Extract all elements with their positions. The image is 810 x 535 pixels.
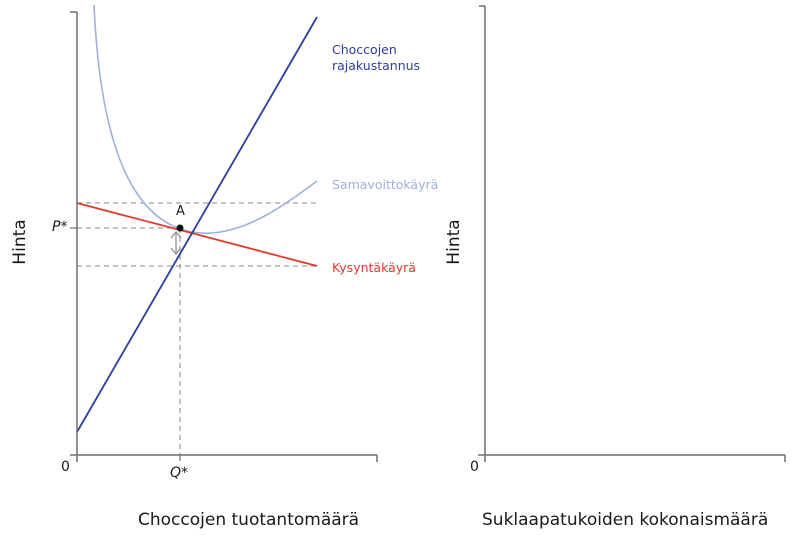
gap-double-arrow-icon <box>170 230 182 256</box>
q-star-label: Q* <box>170 465 189 481</box>
marginal-cost-label-line1: Choccojen <box>332 42 397 57</box>
right-origin-label: 0 <box>470 459 479 475</box>
isoprofit-curve <box>93 4 318 235</box>
demand-curve <box>76 202 318 267</box>
left-x-axis-title: Choccojen tuotantomäärä <box>138 510 360 530</box>
left-origin-label: 0 <box>61 459 70 475</box>
marginal-cost-curve <box>76 16 318 433</box>
marginal-cost-label-line2: rajakustannus <box>332 58 421 73</box>
left-chart <box>70 4 378 462</box>
isoprofit-label: Samavoittokäyrä <box>332 177 439 192</box>
left-y-axis-title: Hinta <box>10 219 30 265</box>
point-a-label: A <box>176 204 185 219</box>
demand-label: Kysyntäkäyrä <box>332 260 416 275</box>
right-x-axis-title: Suklaapatukoiden kokonaismäärä <box>482 510 769 530</box>
right-chart <box>478 5 786 462</box>
p-star-label: P* <box>52 219 68 235</box>
marginal-cost-label: Choccojen rajakustannus <box>332 42 420 74</box>
point-a-marker <box>176 224 184 232</box>
right-y-axis-title: Hinta <box>444 219 464 265</box>
